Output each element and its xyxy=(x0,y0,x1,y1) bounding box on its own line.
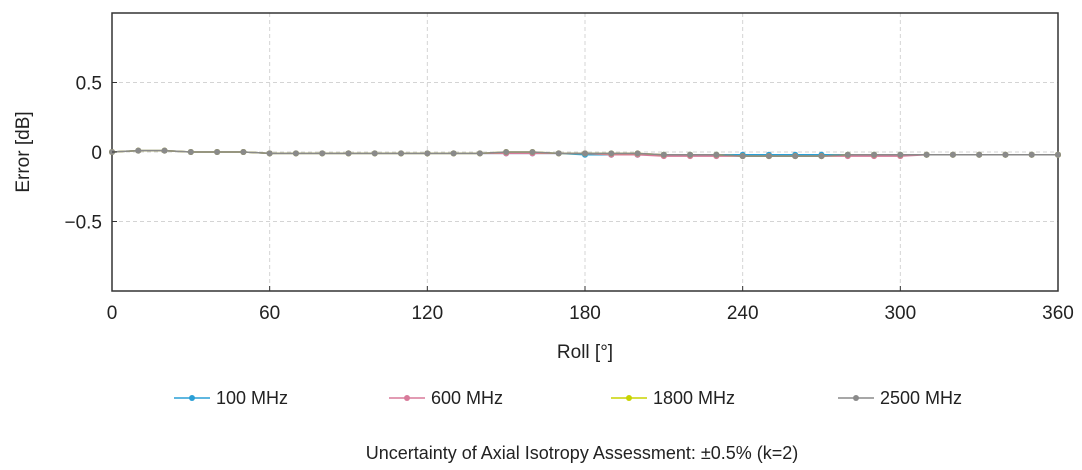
legend-label: 600 MHz xyxy=(431,388,503,408)
legend-label: 100 MHz xyxy=(216,388,288,408)
x-axis-label: Roll [°] xyxy=(557,342,613,363)
legend: 100 MHz 600 MHz 1800 MHz 2500 MHz xyxy=(174,388,962,408)
data-point-2500-mhz xyxy=(161,147,168,154)
series-2500-mhz xyxy=(109,147,1061,160)
data-point-2500-mhz xyxy=(503,149,510,155)
data-point-2500-mhz xyxy=(398,150,405,157)
data-point-2500-mhz xyxy=(897,151,904,158)
data-point-2500-mhz xyxy=(976,151,983,158)
data-point-2500-mhz xyxy=(660,151,667,158)
data-point-2500-mhz xyxy=(1002,151,1009,158)
legend-item-2500-mhz: 2500 MHz xyxy=(838,388,962,408)
data-point-2500-mhz xyxy=(345,150,352,157)
data-point-2500-mhz xyxy=(476,150,483,157)
legend-swatch-marker xyxy=(853,395,859,401)
data-point-2500-mhz xyxy=(608,150,615,157)
data-point-2500-mhz xyxy=(844,151,851,158)
data-point-2500-mhz xyxy=(187,149,194,155)
x-tick-label: 120 xyxy=(411,303,443,324)
legend-item-1800-mhz: 1800 MHz xyxy=(611,388,735,408)
legend-swatch-marker xyxy=(626,395,632,401)
data-point-2500-mhz xyxy=(371,150,378,157)
legend-label: 1800 MHz xyxy=(653,388,735,408)
y-tick-label: 0.5 xyxy=(76,74,102,95)
data-point-2500-mhz xyxy=(240,149,247,155)
series-layer xyxy=(109,147,1061,160)
x-tick-label: 240 xyxy=(727,303,759,324)
data-point-2500-mhz xyxy=(529,149,536,155)
x-tick-label: 0 xyxy=(107,303,118,324)
y-tick-label: 0 xyxy=(91,143,102,164)
y-tick-label: −0.5 xyxy=(64,213,102,234)
legend-swatch-marker xyxy=(189,395,195,401)
data-point-2500-mhz xyxy=(214,149,221,155)
data-point-2500-mhz xyxy=(135,147,142,154)
data-point-2500-mhz xyxy=(292,150,299,157)
y-axis-label: Error [dB] xyxy=(13,111,34,192)
data-point-2500-mhz xyxy=(555,150,562,157)
data-point-2500-mhz xyxy=(424,150,431,157)
data-point-2500-mhz xyxy=(765,153,772,160)
data-point-2500-mhz xyxy=(792,153,799,160)
data-point-2500-mhz xyxy=(450,150,457,157)
data-point-2500-mhz xyxy=(871,151,878,158)
legend-item-600-mhz: 600 MHz xyxy=(389,388,503,408)
data-point-2500-mhz xyxy=(1055,151,1061,158)
data-point-2500-mhz xyxy=(266,150,273,157)
x-tick-label: 300 xyxy=(884,303,916,324)
data-point-2500-mhz xyxy=(687,151,694,158)
data-point-2500-mhz xyxy=(713,151,720,158)
x-axis-ticks: 0 60 120 180 240 300 360 xyxy=(107,286,1074,324)
legend-label: 2500 MHz xyxy=(880,388,962,408)
data-point-2500-mhz xyxy=(739,153,746,160)
legend-item-100-mhz: 100 MHz xyxy=(174,388,288,408)
data-point-2500-mhz xyxy=(634,150,641,157)
data-point-2500-mhz xyxy=(582,150,588,157)
data-point-2500-mhz xyxy=(319,150,326,157)
data-point-2500-mhz xyxy=(923,151,930,158)
x-tick-label: 360 xyxy=(1042,303,1074,324)
data-point-2500-mhz xyxy=(1028,151,1035,158)
data-point-2500-mhz xyxy=(818,153,825,160)
caption: Uncertainty of Axial Isotropy Assessment… xyxy=(366,443,799,463)
legend-swatch-marker xyxy=(404,395,410,401)
x-tick-label: 180 xyxy=(569,303,601,324)
x-tick-label: 60 xyxy=(259,303,280,324)
y-axis-ticks: 0.5 0 −0.5 xyxy=(64,74,117,234)
data-point-2500-mhz xyxy=(949,151,956,158)
